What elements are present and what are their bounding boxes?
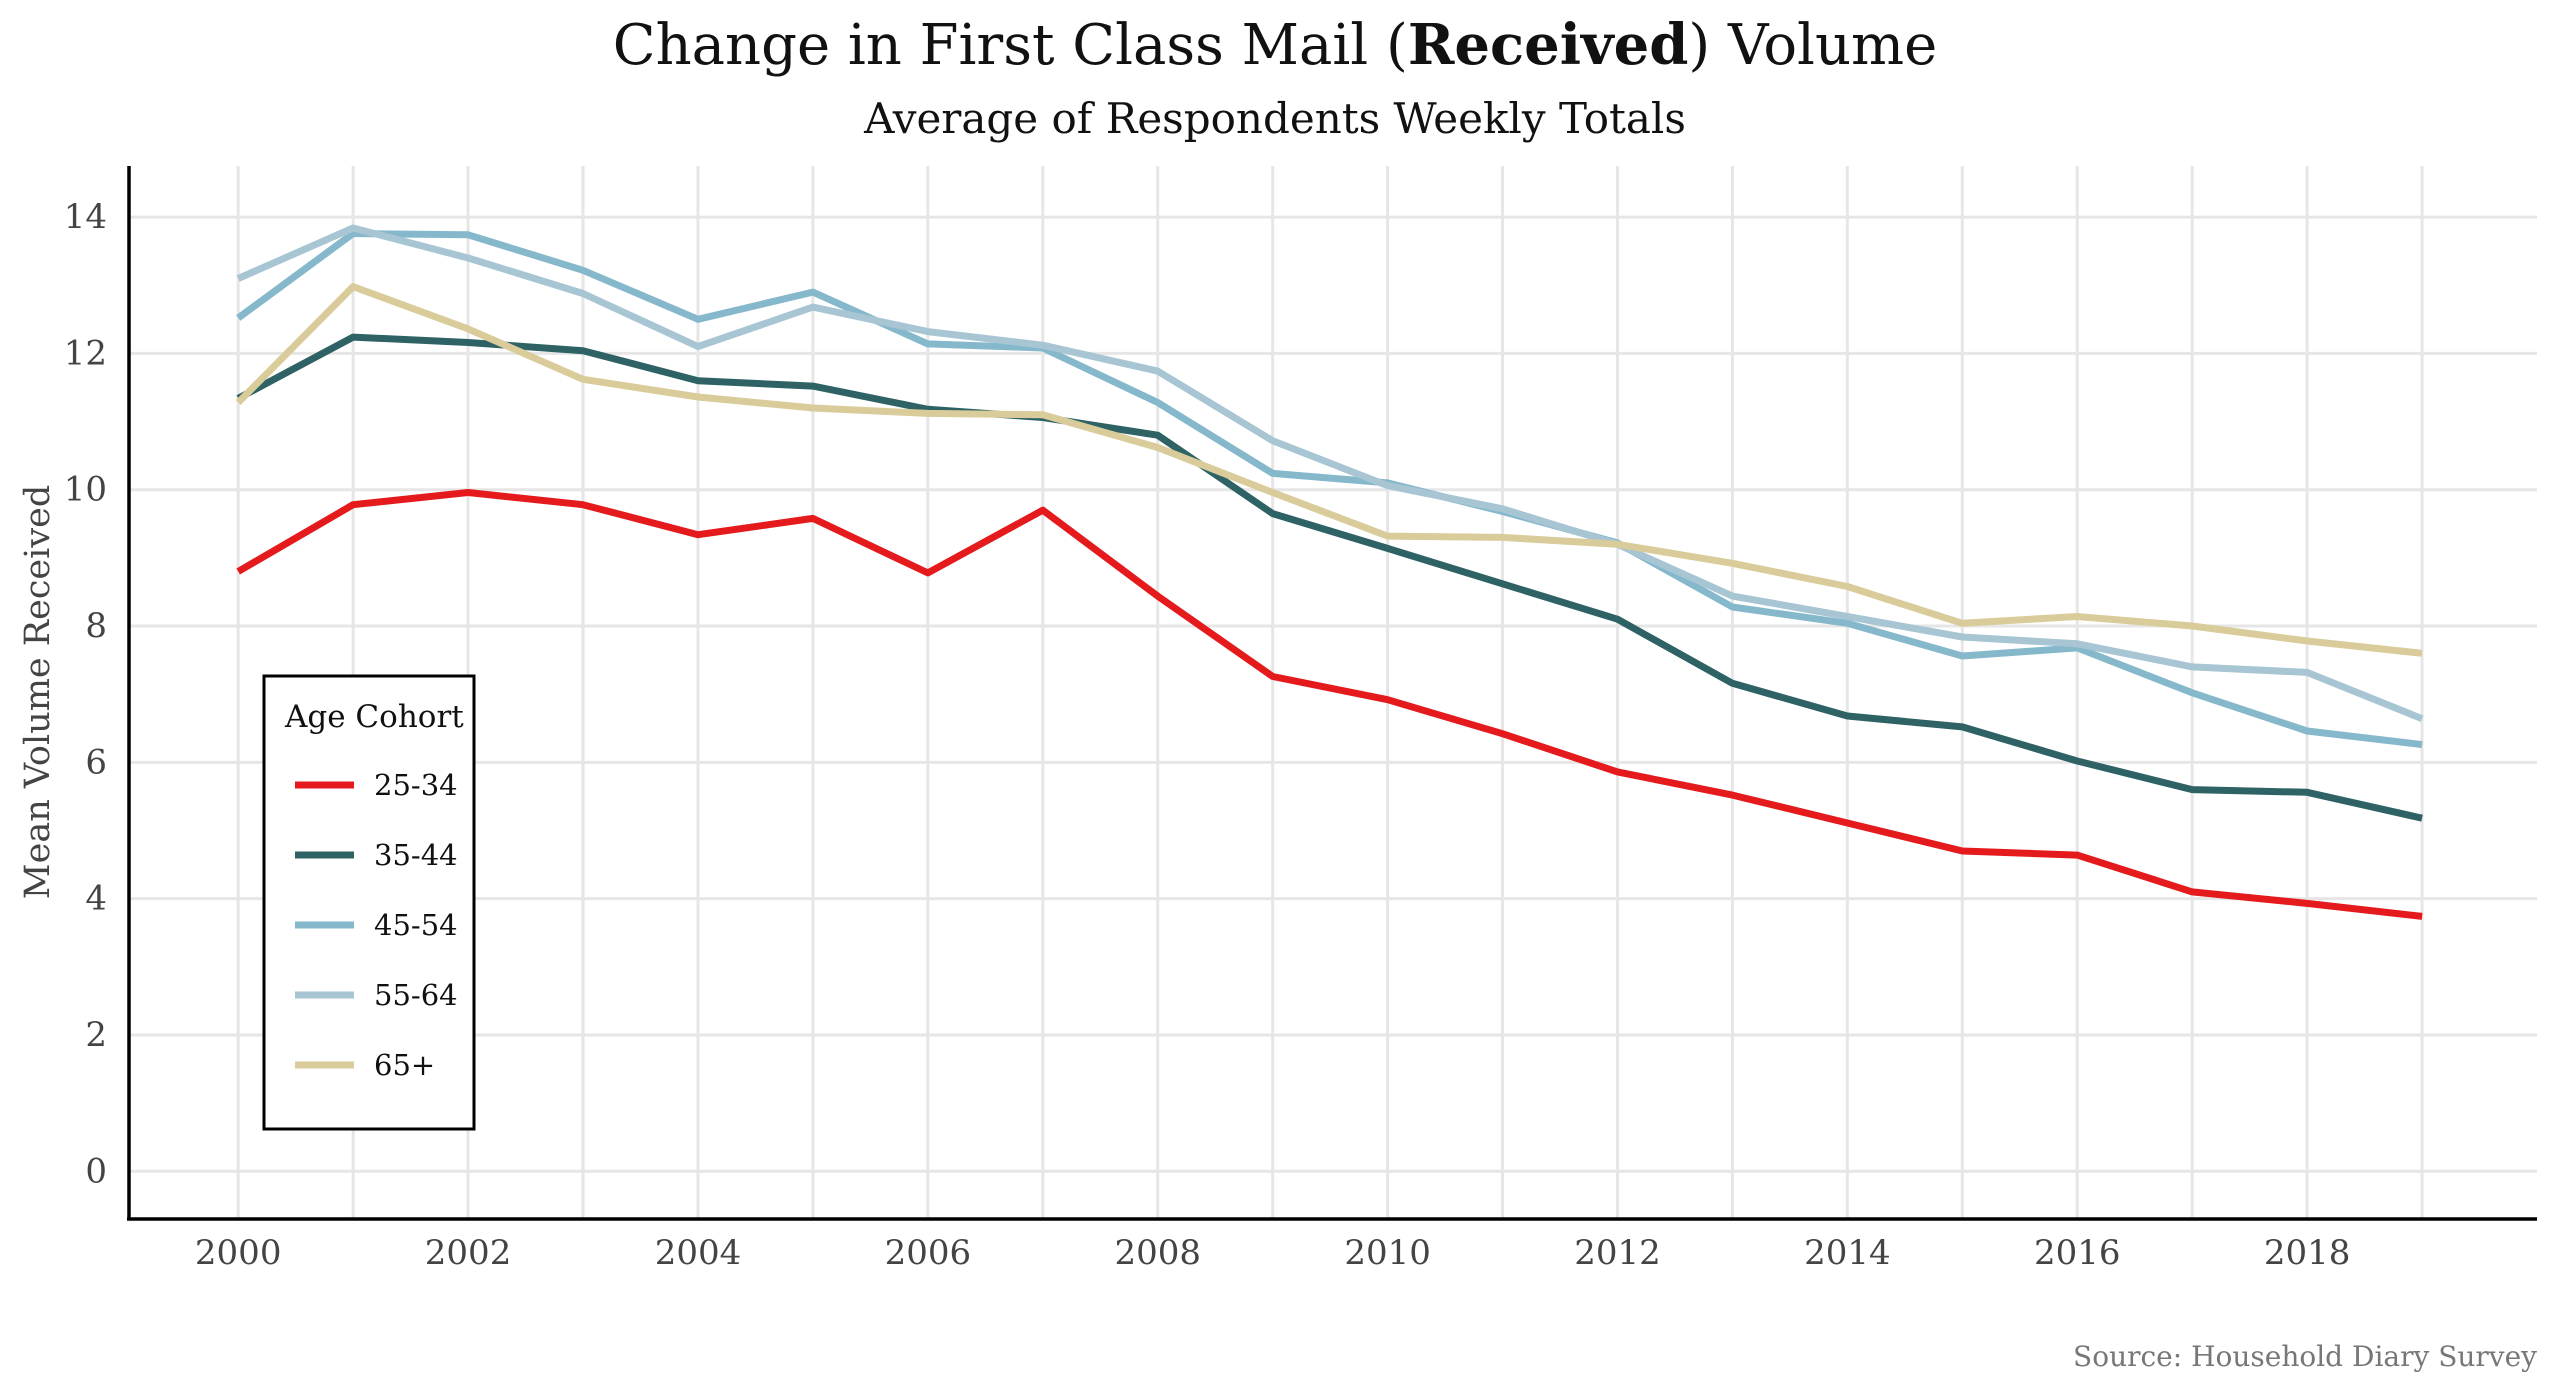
x-tick-label: 2016 [2034,1233,2121,1273]
chart-title-prefix: Change in First Class Mail ( [613,13,1408,78]
y-tick-label: 10 [64,470,107,510]
y-gridlines [129,215,2537,1173]
x-tick-label: 2010 [1344,1233,1431,1273]
series-line-55-64 [236,224,2424,722]
x-gridlines [236,166,2424,1219]
x-tick-label: 2006 [885,1233,972,1273]
x-tick-label: 2018 [2264,1233,2351,1273]
legend-label-55-64: 55-64 [374,978,458,1012]
series-line-45-54 [236,230,2423,749]
series-line-25-34 [236,489,2423,920]
x-tick-label: 2014 [1804,1233,1891,1273]
series-line-35-44 [236,333,2423,822]
chart-title: Change in First Class Mail (Received) Vo… [613,12,1938,78]
legend-box [262,674,476,1131]
series-lines [235,224,2424,920]
legend: Age Cohort 25-34 35-44 45-54 55-64 65+ [262,674,476,1131]
y-tick-labels: 0 2 4 6 8 10 12 14 [64,197,107,1191]
y-tick-label: 2 [85,1015,107,1055]
legend-title: Age Cohort [284,699,464,735]
y-tick-label: 6 [85,742,107,782]
source-caption: Source: Household Diary Survey [2073,1340,2537,1373]
y-tick-label: 12 [64,333,107,373]
chart-subtitle: Average of Respondents Weekly Totals [863,94,1686,143]
x-tick-label: 2008 [1114,1233,1201,1273]
series-line-65+ [235,283,2423,657]
x-tick-label: 2002 [425,1233,512,1273]
x-tick-label: 2012 [1574,1233,1661,1273]
legend-label-65+: 65+ [374,1048,435,1082]
legend-label-35-44: 35-44 [374,838,458,872]
y-axis-label: Mean Volume Received [18,485,58,899]
y-tick-label: 14 [64,197,107,237]
legend-label-25-34: 25-34 [374,768,458,802]
x-tick-label: 2004 [655,1233,742,1273]
legend-label-45-54: 45-54 [374,908,458,942]
legend-items: 25-34 35-44 45-54 55-64 65+ [295,768,458,1082]
y-tick-label: 4 [85,879,107,919]
y-tick-label: 0 [85,1151,107,1191]
chart-title-suffix: ) Volume [1688,13,1937,78]
y-tick-label: 8 [85,606,107,646]
x-tick-label: 2000 [195,1233,282,1273]
chart-title-bold: Received [1408,12,1689,78]
x-tick-labels: 2000 2002 2004 2006 2008 2010 2012 2014 2016 2018 [195,1233,2350,1273]
